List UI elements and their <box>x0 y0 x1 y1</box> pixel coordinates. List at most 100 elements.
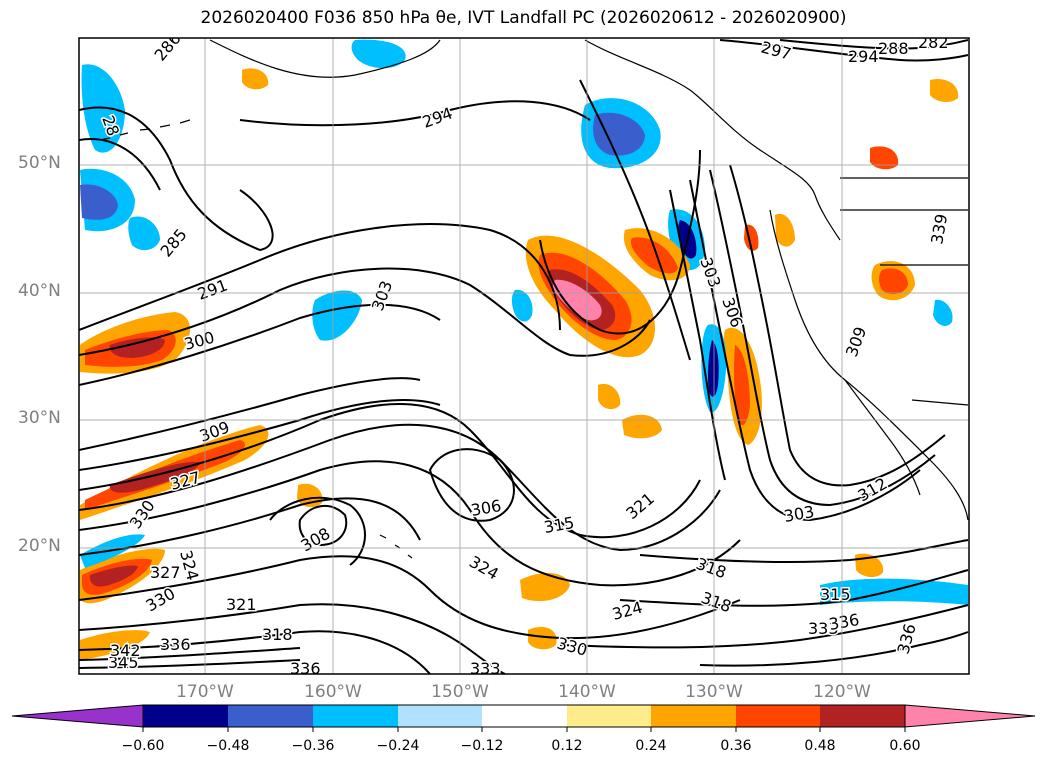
colorbar-tick-label: −0.60 <box>121 738 165 754</box>
pc-shading <box>80 39 968 660</box>
shade-bc-positive-2-inner <box>630 237 678 274</box>
colorbar-tick-label: −0.12 <box>460 738 504 754</box>
shade-positive-pink <box>552 279 602 321</box>
contour-309-b <box>298 505 348 547</box>
contour-label: 294 <box>848 47 879 66</box>
colorbar-tick-label: −0.24 <box>376 738 420 754</box>
alaska-coast <box>209 39 441 78</box>
shade-aleut-negative <box>351 39 406 69</box>
shade-mid-negative-2 <box>511 289 533 322</box>
contour-label: 342 <box>110 641 141 660</box>
baja-california <box>844 379 921 496</box>
colorbar-bin <box>313 705 398 727</box>
contour-342 <box>79 659 301 669</box>
contour-label: 336 <box>290 659 321 678</box>
shade-pnw-positive <box>775 213 795 247</box>
contour-coast-5 <box>579 79 691 361</box>
shade-mid-positive-4 <box>528 626 557 650</box>
contour-303-b <box>539 149 701 335</box>
shade-sw-positive-max <box>89 565 138 587</box>
shade-ak-positive <box>242 68 269 90</box>
lon-label-130w: 130°W <box>685 682 743 702</box>
colorbar-bin <box>482 705 567 727</box>
contour-291 <box>79 223 561 331</box>
contour-coast-1 <box>689 179 921 522</box>
lat-label-50n: 50°N <box>18 153 61 173</box>
contour-336 <box>79 630 431 674</box>
colorbar-bin <box>736 705 820 727</box>
shade-mid-positive-2 <box>622 414 662 439</box>
shade-mid-positive-3 <box>520 573 570 602</box>
contour-300 <box>79 267 651 357</box>
lon-label-170w: 170°W <box>176 682 234 702</box>
colorbar-max-extend <box>904 704 1036 728</box>
coastlines <box>99 39 969 559</box>
shade-west-positive-max <box>109 337 165 358</box>
lon-label-160w: 160°W <box>304 682 362 702</box>
contour-306 <box>428 448 515 522</box>
se-alaska-coast <box>584 39 816 196</box>
contour-339 <box>79 647 301 661</box>
contour-label: 288 <box>878 39 909 58</box>
contour-294 <box>239 100 591 127</box>
contour-312 <box>79 399 441 471</box>
colorbar-bin <box>143 705 228 727</box>
lat-label-30n: 30°N <box>18 408 61 428</box>
contour-318 <box>269 496 366 566</box>
lon-label-140w: 140°W <box>558 682 616 702</box>
colorbar-tick-label: −0.48 <box>206 738 250 754</box>
colorbar-tick-label: 0.36 <box>720 738 752 754</box>
contour-label: 336 <box>160 635 191 654</box>
contour-321 <box>79 423 721 552</box>
map-frame <box>78 37 970 675</box>
colorbar-tick-label: −0.36 <box>291 738 335 754</box>
shade-nw-negative-2 <box>80 184 118 220</box>
colorbar-tick-label: 0.24 <box>635 738 667 754</box>
colorbar-tick-label: 0.60 <box>889 738 921 754</box>
bc-coast <box>814 194 841 241</box>
colorbar-bin <box>651 705 736 727</box>
colorbar-bin <box>398 705 482 727</box>
shade-ne-negative <box>933 299 953 326</box>
contour-324 <box>79 460 741 587</box>
contour-label: 315 <box>820 585 851 604</box>
lon-label-120w: 120°W <box>813 682 871 702</box>
contour-coast-4 <box>669 189 726 481</box>
gridlines <box>79 38 969 674</box>
shade-coastal-negative-inner <box>708 340 719 397</box>
colorbar-tick-label: 0.48 <box>804 738 836 754</box>
shade-sw-negative-2 <box>80 630 150 660</box>
shade-ak-positive-2 <box>930 78 959 102</box>
contour-330 <box>79 555 741 640</box>
us-mexico-border <box>911 399 969 406</box>
shade-gulf-negative-inner <box>593 112 645 156</box>
contour-327 <box>79 497 421 556</box>
contour-east-330 <box>559 604 969 649</box>
contour-east-336 <box>699 631 969 667</box>
lat-label-20n: 20°N <box>18 536 61 556</box>
contour-label: 327 <box>150 563 181 582</box>
contour-top-297 <box>719 39 969 62</box>
contour-label: 333 <box>808 619 839 638</box>
contour-309 <box>79 377 421 451</box>
colorbar <box>11 704 1036 732</box>
contour-label: 318 <box>262 625 293 644</box>
contour-315 <box>79 403 701 539</box>
shade-bc-positive <box>870 146 899 170</box>
contour-coast-3 <box>729 164 946 487</box>
contour-333 <box>79 603 506 674</box>
shade-mid-positive-1 <box>598 383 621 410</box>
contour-label: 321 <box>226 595 257 614</box>
contour-label: 333 <box>470 659 501 678</box>
contour-303-a <box>79 303 441 386</box>
map-title: 2026020400 F036 850 hPa θe, IVT Landfall… <box>200 8 847 28</box>
lat-label-40n: 40°N <box>18 281 61 301</box>
contour-east-324 <box>619 569 969 607</box>
map-background <box>79 38 969 674</box>
aleutian-islands <box>99 119 191 141</box>
shade-nw-negative-4 <box>128 216 160 251</box>
theta-e-contours <box>79 39 969 674</box>
shade-ne-positive-inner <box>879 268 908 295</box>
lon-label-150w: 150°W <box>431 682 489 702</box>
